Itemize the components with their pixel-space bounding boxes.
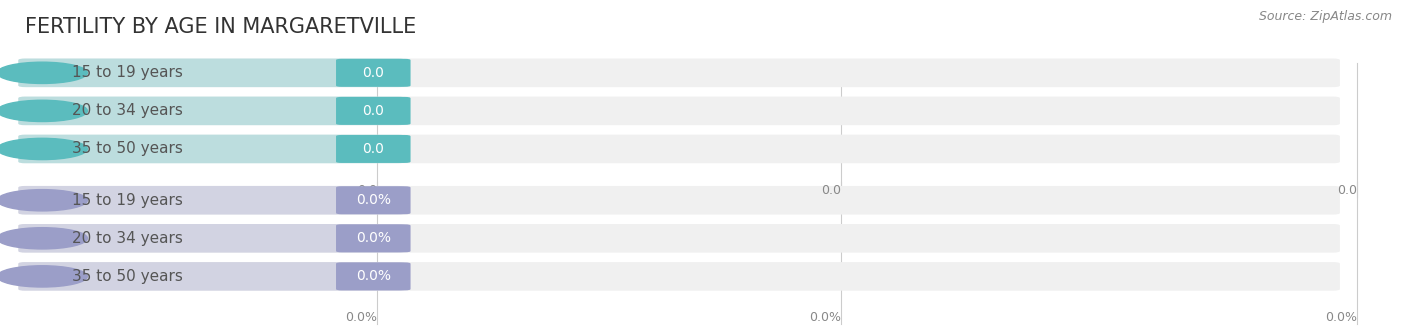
FancyBboxPatch shape (18, 262, 1340, 291)
FancyBboxPatch shape (336, 224, 411, 252)
Circle shape (0, 62, 87, 83)
Text: 0.0: 0.0 (821, 184, 841, 197)
FancyBboxPatch shape (18, 224, 1340, 253)
Text: 0.0: 0.0 (363, 66, 384, 80)
FancyBboxPatch shape (18, 262, 405, 291)
Text: Source: ZipAtlas.com: Source: ZipAtlas.com (1258, 10, 1392, 23)
Circle shape (0, 190, 87, 211)
Text: FERTILITY BY AGE IN MARGARETVILLE: FERTILITY BY AGE IN MARGARETVILLE (25, 17, 416, 36)
Text: 0.0: 0.0 (357, 184, 377, 197)
FancyBboxPatch shape (18, 59, 1340, 87)
Text: 0.0%: 0.0% (356, 231, 391, 245)
FancyBboxPatch shape (18, 59, 405, 87)
Text: 20 to 34 years: 20 to 34 years (72, 103, 183, 118)
FancyBboxPatch shape (336, 59, 411, 87)
Circle shape (0, 138, 87, 160)
Text: 0.0%: 0.0% (344, 311, 377, 324)
FancyBboxPatch shape (18, 224, 405, 253)
Text: 0.0: 0.0 (363, 142, 384, 156)
Text: 0.0%: 0.0% (356, 193, 391, 207)
FancyBboxPatch shape (336, 135, 411, 163)
Text: 0.0%: 0.0% (356, 269, 391, 283)
Circle shape (0, 100, 87, 121)
Text: 15 to 19 years: 15 to 19 years (72, 193, 183, 208)
FancyBboxPatch shape (18, 97, 1340, 125)
Text: 20 to 34 years: 20 to 34 years (72, 231, 183, 246)
Text: 0.0: 0.0 (1337, 184, 1357, 197)
Text: 0.0: 0.0 (363, 104, 384, 118)
Text: 35 to 50 years: 35 to 50 years (72, 269, 183, 284)
Text: 0.0%: 0.0% (808, 311, 841, 324)
Text: 0.0%: 0.0% (1324, 311, 1357, 324)
Circle shape (0, 228, 87, 249)
FancyBboxPatch shape (18, 135, 405, 163)
FancyBboxPatch shape (336, 186, 411, 214)
FancyBboxPatch shape (336, 97, 411, 125)
FancyBboxPatch shape (336, 262, 411, 290)
FancyBboxPatch shape (18, 97, 405, 125)
FancyBboxPatch shape (18, 135, 1340, 163)
Circle shape (0, 266, 87, 287)
Text: 35 to 50 years: 35 to 50 years (72, 141, 183, 157)
FancyBboxPatch shape (18, 186, 405, 214)
FancyBboxPatch shape (18, 186, 1340, 214)
Text: 15 to 19 years: 15 to 19 years (72, 65, 183, 80)
